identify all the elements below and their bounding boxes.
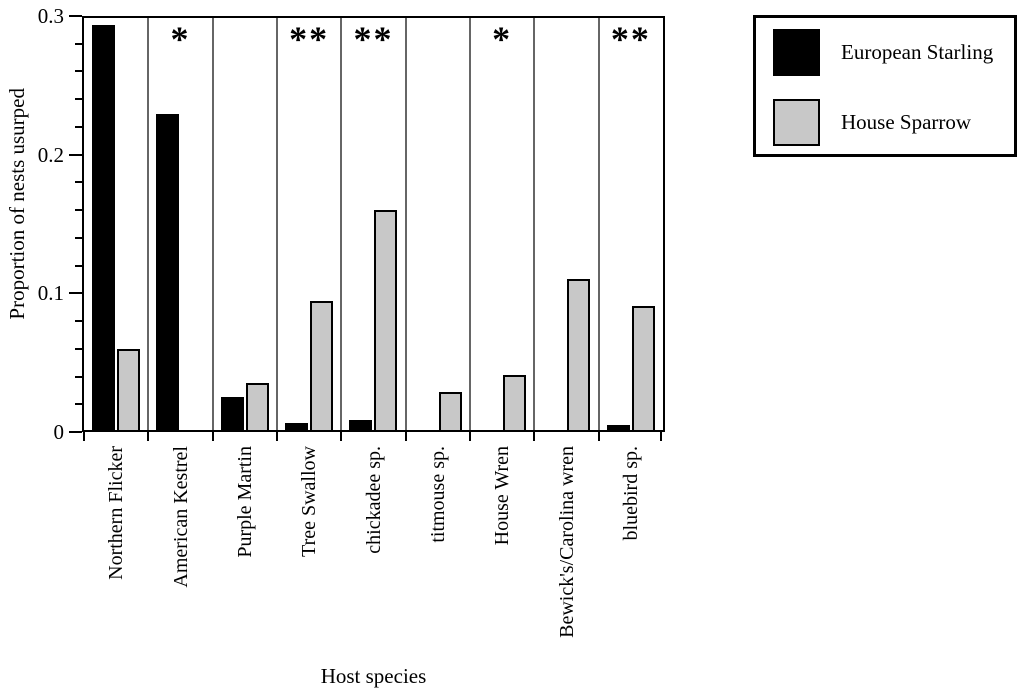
bar-sparrow bbox=[245, 383, 269, 430]
bar-sparrow bbox=[503, 375, 527, 430]
x-category-label: Northern Flicker bbox=[105, 446, 128, 580]
category-separator bbox=[276, 18, 278, 430]
x-tick bbox=[404, 432, 407, 441]
significance-marker: ** bbox=[610, 19, 651, 59]
x-category-label: Bewick's/Carolina wren bbox=[555, 446, 578, 638]
y-minor-tick bbox=[75, 42, 82, 45]
x-category-label: House Wren bbox=[491, 446, 514, 546]
category-separator bbox=[340, 18, 343, 430]
y-tick-label: 0 bbox=[53, 420, 65, 444]
y-major-tick bbox=[69, 153, 82, 156]
y-minor-tick bbox=[75, 70, 82, 73]
y-tick-label: 0.2 bbox=[37, 142, 64, 167]
legend-label-house-sparrow: House Sparrow bbox=[841, 109, 972, 134]
bar-sparrow bbox=[117, 348, 141, 430]
category-8 bbox=[534, 18, 598, 430]
y-minor-tick bbox=[75, 403, 82, 406]
category-6 bbox=[406, 18, 470, 430]
y-minor-tick bbox=[75, 181, 82, 184]
plot-area: * ** ** * ** bbox=[82, 16, 665, 432]
x-tick bbox=[533, 432, 536, 441]
x-axis-title: Host species bbox=[320, 664, 427, 688]
bar-starling bbox=[220, 397, 244, 430]
legend-label-european-starling: European Starling bbox=[841, 39, 994, 64]
bar-starling bbox=[285, 423, 309, 430]
bar-starling bbox=[349, 420, 373, 430]
x-tick bbox=[340, 432, 343, 441]
y-minor-tick bbox=[75, 264, 82, 267]
bar-sparrow bbox=[374, 210, 398, 430]
category-7: * bbox=[470, 18, 534, 430]
significance-marker: * bbox=[492, 19, 513, 59]
x-tick bbox=[660, 432, 662, 441]
bar-sparrow bbox=[438, 391, 462, 430]
category-separator bbox=[211, 18, 214, 430]
x-tick bbox=[469, 432, 471, 441]
y-minor-tick bbox=[75, 320, 82, 323]
bar-sparrow bbox=[631, 306, 655, 430]
category-separator bbox=[533, 18, 536, 430]
y-minor-tick bbox=[75, 375, 82, 378]
category-4: ** bbox=[277, 18, 341, 430]
y-major-tick bbox=[69, 292, 82, 295]
plot-inner: * ** ** * ** bbox=[84, 18, 663, 430]
category-2: * bbox=[148, 18, 212, 430]
x-tick bbox=[211, 432, 214, 441]
y-tick-label: 0.3 bbox=[37, 4, 64, 28]
x-tick bbox=[147, 432, 150, 441]
legend-item-european-starling: European Starling bbox=[773, 28, 993, 76]
legend-swatch-house-sparrow bbox=[773, 98, 820, 146]
legend-swatch-european-starling bbox=[773, 28, 820, 76]
significance-marker: * bbox=[170, 19, 191, 59]
category-separator bbox=[597, 18, 600, 430]
category-3 bbox=[213, 18, 277, 430]
category-9: ** bbox=[599, 18, 663, 430]
bar-sparrow bbox=[567, 278, 591, 430]
x-tick bbox=[276, 432, 278, 441]
y-minor-tick bbox=[75, 209, 82, 212]
y-major-tick bbox=[69, 15, 82, 17]
x-category-label: American Kestrel bbox=[169, 446, 192, 588]
y-major-tick bbox=[69, 431, 82, 433]
x-tick bbox=[83, 432, 85, 441]
significance-marker: ** bbox=[353, 19, 394, 59]
x-category-label: chickadee sp. bbox=[362, 446, 385, 554]
x-tick bbox=[597, 432, 600, 441]
x-category-label: Tree Swallow bbox=[298, 446, 321, 557]
legend-item-house-sparrow: House Sparrow bbox=[773, 98, 971, 146]
significance-marker: ** bbox=[289, 19, 330, 59]
bar-starling bbox=[606, 424, 630, 430]
category-1 bbox=[84, 18, 148, 430]
y-minor-tick bbox=[75, 98, 82, 101]
legend: European Starling House Sparrow bbox=[753, 15, 1017, 157]
bar-starling bbox=[92, 24, 116, 430]
x-category-label: titmouse sp. bbox=[426, 446, 449, 543]
y-minor-tick bbox=[75, 236, 82, 239]
x-category-label: Purple Martin bbox=[233, 446, 256, 558]
category-separator bbox=[404, 18, 407, 430]
y-minor-tick bbox=[75, 347, 82, 350]
category-separator bbox=[469, 18, 471, 430]
category-5: ** bbox=[341, 18, 405, 430]
y-tick-label: 0.1 bbox=[37, 281, 64, 306]
y-minor-tick bbox=[75, 125, 82, 128]
bar-starling bbox=[156, 114, 180, 430]
x-category-label: bluebird sp. bbox=[619, 446, 642, 541]
category-separator bbox=[147, 18, 150, 430]
bar-sparrow bbox=[310, 300, 334, 430]
